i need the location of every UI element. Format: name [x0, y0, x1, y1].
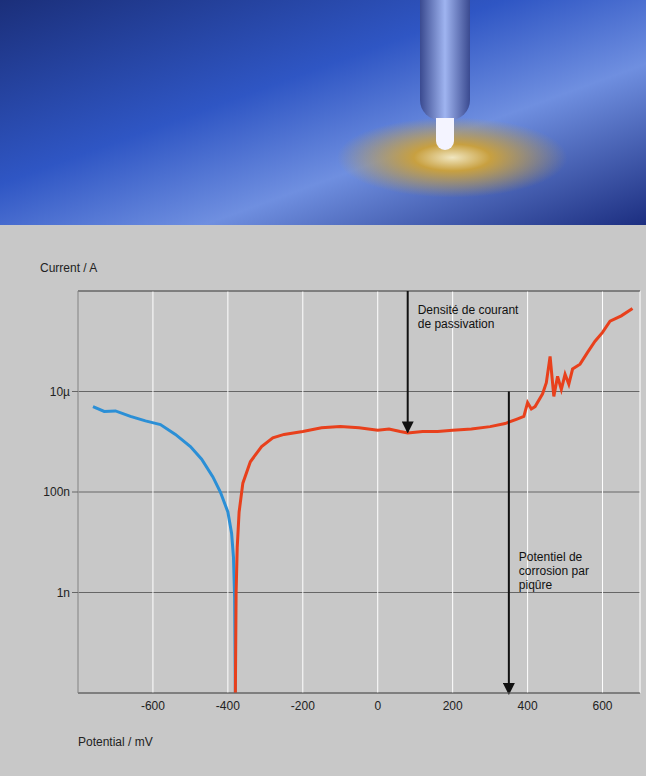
svg-text:-200: -200 — [291, 699, 315, 713]
html-text:Current / A: Current / A — [40, 261, 98, 275]
svg-text:-400: -400 — [216, 699, 240, 713]
svg-text:1n: 1n — [57, 586, 70, 600]
html-text:Potential / mV: Potential / mV — [78, 735, 153, 749]
html-text:de passivation: de passivation — [417, 317, 495, 331]
html-text:Potentiel de: Potentiel de — [518, 550, 583, 565]
html-text:corrosion par: corrosion par — [518, 564, 589, 579]
html-text:piqûre: piqûre — [518, 578, 553, 593]
svg-text:0: 0 — [374, 699, 381, 713]
svg-text:10µ: 10µ — [50, 385, 70, 399]
svg-text:400: 400 — [518, 699, 538, 713]
svg-text:-600: -600 — [141, 699, 165, 713]
svg-text:100n: 100n — [43, 485, 70, 499]
svg-text:200: 200 — [443, 699, 463, 713]
svg-text:600: 600 — [593, 699, 613, 713]
html-text:Densité de courant: Densité de courant — [417, 303, 519, 317]
